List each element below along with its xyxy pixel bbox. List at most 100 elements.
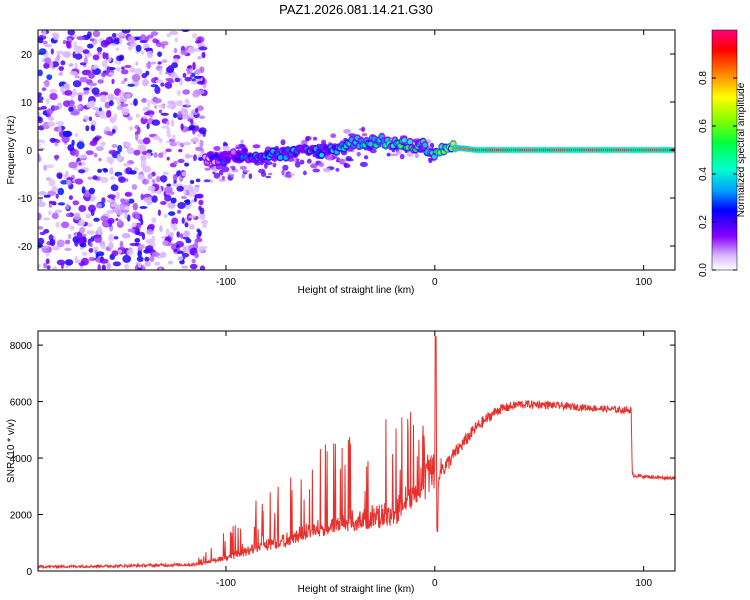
- noise-blob: [66, 179, 72, 186]
- noise-blob: [196, 133, 203, 137]
- ridge-core: [422, 142, 428, 148]
- noise-blob: [165, 228, 170, 236]
- noise-blob: [113, 236, 119, 240]
- noise-blob: [171, 72, 178, 79]
- y-tick-label: 4000: [10, 454, 33, 465]
- noise-blob: [118, 176, 126, 183]
- noise-blob: [116, 105, 123, 111]
- noise-blob: [81, 257, 89, 266]
- noise-blob: [100, 40, 109, 48]
- scatter-blob: [241, 173, 245, 179]
- scatter-blob: [221, 166, 230, 173]
- noise-blob: [191, 199, 195, 203]
- noise-blob: [157, 61, 162, 65]
- scatter-blob: [212, 171, 216, 175]
- noise-blob: [83, 115, 89, 122]
- noise-blob: [175, 141, 182, 146]
- noise-blob: [48, 200, 57, 205]
- noise-blob: [50, 48, 54, 55]
- noise-blob: [57, 202, 66, 206]
- noise-blob: [131, 222, 137, 228]
- noise-blob: [124, 192, 132, 197]
- noise-blob: [194, 184, 200, 188]
- scatter-blob: [303, 170, 307, 176]
- noise-blob: [65, 213, 71, 218]
- noise-blob: [156, 176, 161, 183]
- noise-blob: [199, 139, 204, 148]
- colorbar-tick-label: 0.6: [698, 119, 709, 133]
- noise-blob: [62, 39, 67, 45]
- ridge-core: [242, 148, 248, 154]
- noise-blob: [194, 196, 197, 202]
- noise-blob: [176, 185, 184, 192]
- noise-blob: [73, 212, 81, 221]
- noise-blob: [111, 143, 118, 149]
- noise-blob: [38, 212, 42, 221]
- scatter-blob: [326, 154, 333, 161]
- noise-blob: [133, 98, 138, 107]
- noise-blob: [177, 209, 181, 214]
- noise-blob: [155, 79, 164, 84]
- noise-blob: [91, 65, 97, 70]
- noise-blob: [149, 113, 153, 118]
- noise-blob: [55, 120, 65, 126]
- noise-blob: [79, 62, 87, 66]
- noise-blob: [179, 233, 184, 239]
- noise-blob: [181, 265, 189, 269]
- noise-blob: [98, 107, 103, 112]
- noise-blob: [62, 51, 72, 58]
- noise-blob: [89, 38, 95, 42]
- noise-blob: [85, 125, 90, 132]
- noise-blob: [38, 111, 41, 117]
- noise-blob: [195, 89, 205, 95]
- ridge-core: [407, 139, 413, 145]
- noise-blob: [188, 215, 196, 219]
- snr-frame: [37, 330, 676, 572]
- noise-blob: [181, 217, 185, 224]
- noise-blob: [88, 72, 95, 79]
- y-tick-label: -20: [18, 242, 33, 253]
- colorbar-tick-label: 0.4: [698, 167, 709, 181]
- scatter-blob: [312, 136, 318, 141]
- noise-blob: [98, 158, 102, 162]
- noise-blob: [74, 53, 83, 60]
- scatter-blob: [284, 174, 292, 178]
- noise-blob: [100, 114, 108, 119]
- noise-blob: [69, 71, 78, 76]
- noise-blob: [42, 40, 48, 45]
- noise-blob: [124, 211, 128, 220]
- noise-blob: [97, 264, 101, 270]
- noise-blob: [178, 148, 183, 153]
- noise-blob: [125, 142, 132, 148]
- colorbar-tick-label: 0.2: [698, 215, 709, 229]
- noise-blob: [135, 61, 139, 66]
- noise-blob: [128, 198, 135, 204]
- noise-blob: [174, 77, 181, 83]
- scatter-blob: [390, 153, 399, 157]
- noise-blob: [102, 52, 107, 59]
- noise-blob: [146, 201, 152, 206]
- noise-blob: [158, 104, 166, 108]
- noise-blob: [105, 52, 109, 60]
- noise-blob: [70, 110, 80, 116]
- colorbar-tick-label: 0.8: [698, 71, 709, 85]
- noise-blob: [139, 34, 147, 42]
- scatter-blob: [265, 175, 272, 179]
- noise-blob: [51, 185, 58, 192]
- noise-blob: [195, 193, 204, 199]
- noise-blob: [44, 57, 52, 64]
- noise-blob: [58, 72, 63, 76]
- noise-blob: [195, 186, 200, 193]
- noise-blob: [158, 68, 163, 76]
- noise-blob: [82, 49, 90, 54]
- y-tick-label: 8000: [10, 341, 33, 352]
- noise-blob: [38, 92, 42, 97]
- noise-blob: [182, 72, 187, 78]
- noise-blob: [87, 176, 93, 180]
- noise-blob: [97, 226, 103, 235]
- noise-blob: [74, 75, 80, 79]
- noise-blob: [166, 104, 173, 109]
- noise-blob: [107, 93, 115, 102]
- noise-blob: [167, 65, 173, 71]
